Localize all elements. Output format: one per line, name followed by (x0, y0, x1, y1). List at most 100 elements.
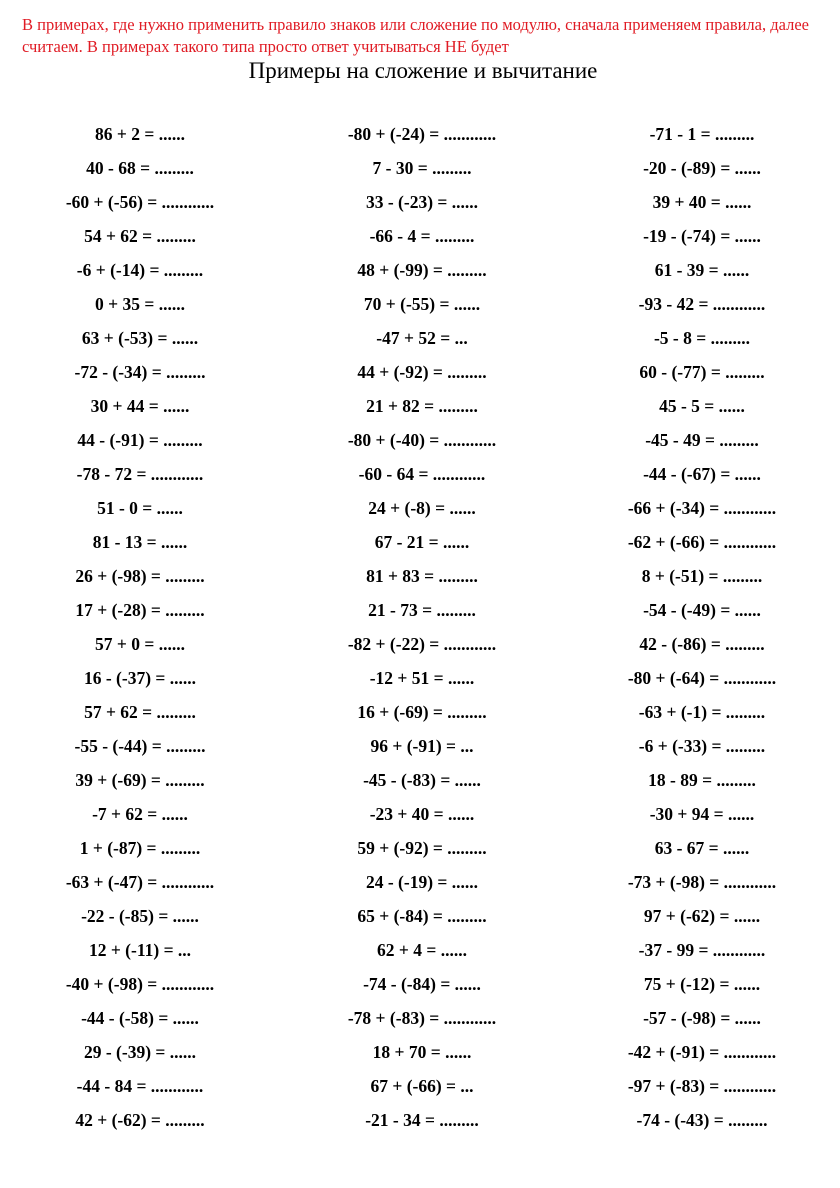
exercise: 26 + (-98) = ......... (75, 566, 205, 586)
exercise: 57 + 0 = ...... (95, 634, 185, 654)
exercise: -12 + 51 = ...... (369, 668, 475, 688)
exercise: 40 - 68 = ......... (86, 158, 194, 178)
exercise: 8 + (-51) = ......... (641, 566, 763, 586)
page-title: Примеры на сложение и вычитание (248, 58, 598, 83)
exercise: -55 - (-44) = ......... (74, 736, 206, 756)
exercise: 39 + 40 = ...... (652, 192, 752, 212)
exercise: 54 + 62 = ......... (84, 226, 196, 246)
exercise: 51 - 0 = ...... (97, 498, 183, 518)
exercise: 44 - (-91) = ......... (77, 430, 203, 450)
exercise-row: 0 + 35 = ...... 70 + (-55) = ...... -93 - … (0, 292, 840, 326)
exercise: -93 - 42 = ............ (638, 294, 766, 314)
exercise: -74 - (-43) = ......... (636, 1110, 768, 1130)
exercise-row: -44 - (-58) = ...... -78 + (-83) = ......… (0, 1006, 840, 1040)
exercise: -63 + (-1) = ......... (638, 702, 766, 722)
exercise: 0 + 35 = ...... (95, 294, 185, 314)
exercise: 17 + (-28) = ......... (75, 600, 205, 620)
exercise: 39 + (-69) = ......... (75, 770, 205, 790)
exercise: -54 - (-49) = ...... (643, 600, 761, 620)
exercise: 81 + 83 = ......... (366, 566, 478, 586)
exercise: 21 - 73 = ......... (368, 600, 476, 620)
exercise: -42 + (-91) = ............ (627, 1042, 777, 1062)
exercise: -71 - 1 = ......... (649, 124, 755, 144)
exercise: -6 + (-33) = ......... (638, 736, 766, 756)
exercise: 33 - (-23) = ...... (365, 192, 479, 212)
exercise-row: -22 - (-85) = ...... 65 + (-84) = .......… (0, 904, 840, 938)
exercise: -20 - (-89) = ...... (643, 158, 761, 178)
exercise: -66 + (-34) = ............ (627, 498, 777, 518)
exercise: -73 + (-98) = ............ (627, 872, 777, 892)
exercise: 42 - (-86) = ......... (639, 634, 765, 654)
exercise: 70 + (-55) = ...... (363, 294, 481, 314)
exercise: -60 - 64 = ............ (358, 464, 486, 484)
exercise: -6 + (-14) = ......... (76, 260, 204, 280)
exercise: -78 + (-83) = ............ (347, 1008, 497, 1028)
exercise: -23 + 40 = ...... (369, 804, 475, 824)
exercise: 42 + (-62) = ......... (75, 1110, 205, 1130)
exercise-row: 17 + (-28) = ......... 21 - 73 = ........… (0, 598, 840, 632)
exercise: 1 + (-87) = ......... (79, 838, 201, 858)
exercise: 18 + 70 = ...... (372, 1042, 472, 1062)
exercise: -47 + 52 = ... (376, 328, 468, 348)
exercise: 24 - (-19) = ...... (365, 872, 479, 892)
exercise: -5 - 8 = ......... (653, 328, 750, 348)
exercise-row: 42 + (-62) = ......... -21 - 34 = .......… (0, 1108, 840, 1142)
exercise: 57 + 62 = ......... (84, 702, 196, 722)
exercise: 63 - 67 = ...... (654, 838, 750, 858)
exercise: 60 - (-77) = ......... (639, 362, 765, 382)
exercise-row: 57 + 62 = ......... 16 + (-69) = ........… (0, 700, 840, 734)
exercise-row: 1 + (-87) = ......... 59 + (-92) = ......… (0, 836, 840, 870)
exercise: 97 + (-62) = ...... (643, 906, 761, 926)
exercise-row: -55 - (-44) = ......... 96 + (-91) = ... -… (0, 734, 840, 768)
exercise-row: -44 - 84 = ............ 67 + (-66) = ... -… (0, 1074, 840, 1108)
exercise: 18 - 89 = ......... (648, 770, 756, 790)
exercise: 7 - 30 = ......... (372, 158, 472, 178)
exercise: 30 + 44 = ...... (90, 396, 190, 416)
exercise: 86 + 2 = ...... (95, 124, 185, 144)
exercise-row: -6 + (-14) = ......... 48 + (-99) = .....… (0, 258, 840, 292)
exercise: -72 - (-34) = ......... (74, 362, 206, 382)
exercise-row: -78 - 72 = ............ -60 - 64 = ......… (0, 462, 840, 496)
exercise: -57 - (-98) = ...... (643, 1008, 761, 1028)
exercise: 65 + (-84) = ......... (357, 906, 487, 926)
exercise: 45 - 5 = ...... (659, 396, 745, 416)
instruction-note: В примерах, где нужно применить правило … (22, 15, 809, 56)
exercise-row: 86 + 2 = ...... -80 + (-24) = ...........… (0, 122, 840, 156)
exercise-row: 57 + 0 = ...... -82 + (-22) = ...........… (0, 632, 840, 666)
exercise-row: 29 - (-39) = ...... 18 + 70 = ...... -42 +… (0, 1040, 840, 1074)
exercise: -44 - (-58) = ...... (81, 1008, 199, 1028)
exercise: 67 - 21 = ...... (374, 532, 470, 552)
exercise: 75 + (-12) = ...... (643, 974, 761, 994)
exercise: -45 - 49 = ......... (645, 430, 759, 450)
exercise: 24 + (-8) = ...... (368, 498, 476, 518)
exercise-row: 39 + (-69) = ......... -45 - (-83) = ....… (0, 768, 840, 802)
exercise-row: 40 - 68 = ......... 7 - 30 = ......... -20… (0, 156, 840, 190)
exercise-row: 30 + 44 = ...... 21 + 82 = ......... 45 - … (0, 394, 840, 428)
exercise: 81 - 13 = ...... (92, 532, 188, 552)
exercise: -7 + 62 = ...... (92, 804, 188, 824)
exercise-row: 54 + 62 = ......... -66 - 4 = ......... -1… (0, 224, 840, 258)
exercise: -78 - 72 = ............ (76, 464, 204, 484)
exercise: -82 + (-22) = ............ (347, 634, 497, 654)
exercise: 62 + 4 = ...... (377, 940, 467, 960)
exercise: -60 + (-56) = ............ (65, 192, 215, 212)
exercise: -44 - (-67) = ...... (643, 464, 761, 484)
exercise: 67 + (-66) = ... (370, 1076, 474, 1096)
exercise-row: 12 + (-11) = ... 62 + 4 = ...... -37 - 99 … (0, 938, 840, 972)
exercise: 21 + 82 = ......... (366, 396, 478, 416)
exercise: 59 + (-92) = ......... (357, 838, 487, 858)
exercise-row: -40 + (-98) = ............ -74 - (-84) = … (0, 972, 840, 1006)
exercise-grid: 86 + 2 = ...... -80 + (-24) = ...........… (0, 122, 840, 1142)
exercise: -21 - 34 = ......... (365, 1110, 479, 1130)
exercise: -45 - (-83) = ...... (363, 770, 481, 790)
exercise-row: -60 + (-56) = ............ 33 - (-23) = .… (0, 190, 840, 224)
exercise-row: 51 - 0 = ...... 24 + (-8) = ...... -66 + (… (0, 496, 840, 530)
exercise: 16 + (-69) = ......... (357, 702, 487, 722)
exercise: 96 + (-91) = ... (370, 736, 474, 756)
exercise: 63 + (-53) = ...... (81, 328, 199, 348)
exercise: -40 + (-98) = ............ (65, 974, 215, 994)
exercise-row: 63 + (-53) = ...... -47 + 52 = ... -5 - 8 … (0, 326, 840, 360)
exercise-row: -7 + 62 = ...... -23 + 40 = ...... -30 + 9… (0, 802, 840, 836)
exercise: -62 + (-66) = ............ (627, 532, 777, 552)
exercise: -80 + (-64) = ............ (627, 668, 777, 688)
